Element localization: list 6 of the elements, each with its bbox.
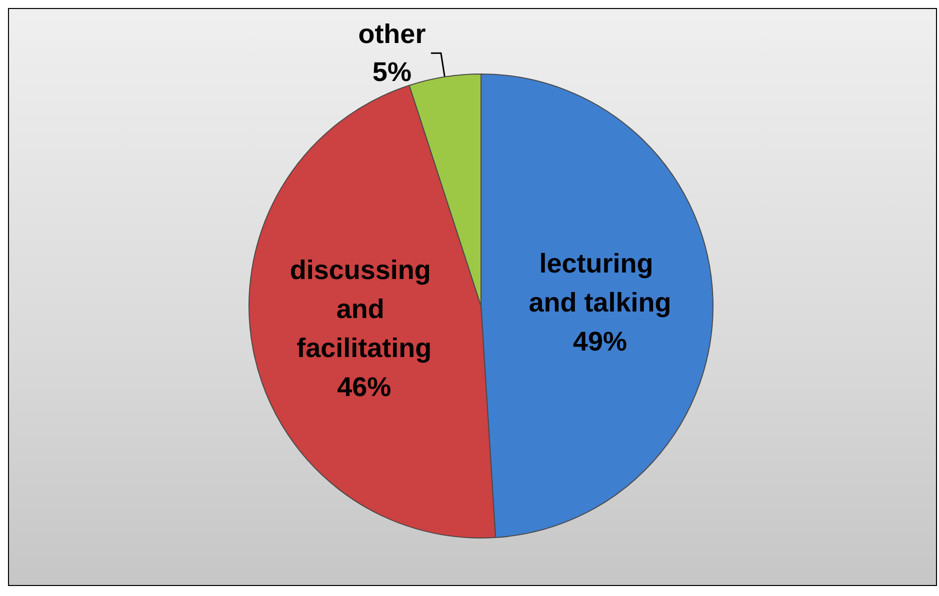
slice-label: other [358, 19, 426, 50]
data-label: 46% [337, 372, 392, 402]
data-label: 49% [572, 326, 627, 356]
slice-label: lecturing and talking [528, 248, 672, 318]
data-label: 5% [372, 57, 412, 88]
slice-label: discussing and facilitating [290, 254, 438, 363]
